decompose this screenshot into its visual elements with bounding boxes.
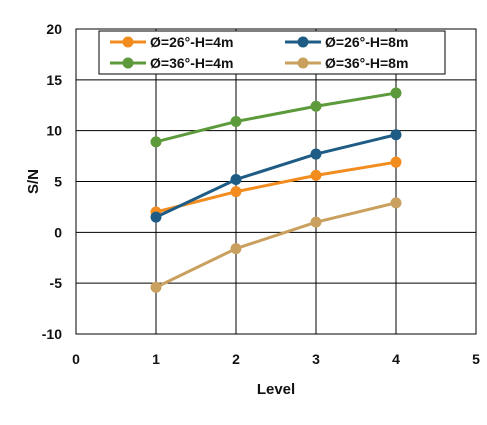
legend-swatch-marker [297,36,309,48]
legend-swatch-marker [297,57,309,69]
data-point [150,136,162,148]
data-point [310,100,322,112]
data-point [310,216,322,228]
y-tick-label: -5 [50,275,63,291]
series-line [155,160,397,214]
legend-label: Ø=26°-H=4m [150,34,233,50]
legend-label: Ø=26°-H=8m [325,34,408,50]
legend-swatch-marker [122,57,134,69]
data-point [230,116,242,128]
x-tick-label: 1 [152,351,160,367]
plot-area-border [75,28,477,335]
x-tick-label: 5 [472,351,480,367]
data-point [390,129,402,141]
x-tick-label: 3 [312,351,320,367]
y-axis-ticks: -10 -5 0 5 10 15 20 [42,21,62,342]
x-tick-label: 0 [72,351,80,367]
y-tick-label: 5 [54,174,62,190]
x-tick-label: 4 [392,351,400,367]
series-line [155,133,397,219]
legend: Ø=26°-H=4m Ø=26°-H=8m Ø=36°-H=4m Ø=36°-H=8m [98,30,446,75]
x-tick-label: 2 [232,351,240,367]
legend-label: Ø=36°-H=4m [150,55,233,71]
series-line [155,201,397,289]
series-group [150,87,402,293]
data-point [230,186,242,198]
x-axis-ticks: 0 1 2 3 4 5 [72,351,480,367]
legend-label: Ø=36°-H=8m [325,55,408,71]
data-point [230,243,242,255]
y-tick-label: 10 [46,123,62,139]
y-tick-label: 15 [46,72,62,88]
data-point [390,87,402,99]
data-point [390,156,402,168]
legend-box [98,30,446,75]
y-tick-label: 20 [46,21,62,37]
series-line [155,91,397,144]
y-tick-label: -10 [42,326,62,342]
x-axis-label: Level [257,381,295,398]
legend-swatch-marker [122,36,134,48]
data-point [310,148,322,160]
data-point [230,173,242,185]
y-axis-label: S/N [25,169,42,194]
data-point [310,169,322,181]
data-point [150,281,162,293]
data-point [390,197,402,209]
y-tick-label: 0 [54,224,62,240]
data-point [150,211,162,223]
